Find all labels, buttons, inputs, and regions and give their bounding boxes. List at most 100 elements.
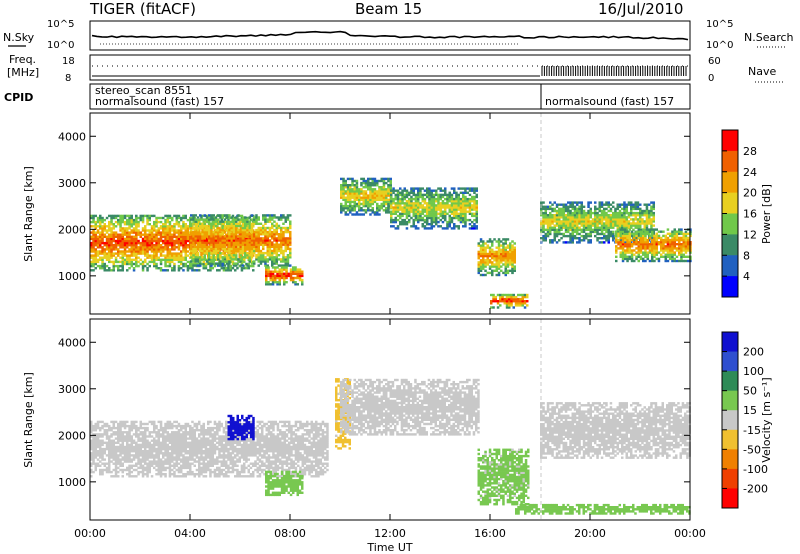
power-cell (669, 253, 672, 256)
power-cell (210, 230, 213, 234)
power-cell (482, 240, 485, 243)
power-cell (186, 233, 190, 236)
power-cell (553, 209, 556, 213)
power-cell (390, 193, 393, 197)
power-cell (221, 228, 224, 232)
power-cell (301, 272, 304, 275)
power-cell (636, 205, 640, 208)
power-cell (621, 232, 624, 236)
power-cell (567, 226, 570, 229)
power-cell (277, 245, 281, 248)
power-cell (190, 224, 193, 228)
power-cell (621, 216, 624, 219)
power-cell (141, 248, 145, 251)
power-cell (112, 246, 115, 249)
power-cell (642, 257, 645, 261)
power-cell (362, 179, 365, 183)
power-cell (239, 249, 242, 253)
power-cell (264, 216, 267, 219)
power-cell (680, 230, 683, 233)
power-cell (292, 268, 295, 271)
power-cell (471, 197, 474, 201)
power-cell (223, 247, 227, 251)
power-cell (162, 225, 165, 228)
power-cell (380, 179, 383, 183)
power-cell (132, 262, 136, 266)
power-cell (644, 245, 647, 248)
power-cell (621, 257, 625, 261)
power-cell (642, 236, 645, 240)
power-cell (135, 239, 138, 243)
power-cell (678, 245, 681, 248)
colorbar-swatch (722, 130, 738, 152)
power-cell (153, 244, 156, 247)
vel-cell (94, 466, 97, 470)
power-cell (289, 249, 292, 253)
colorbar-swatch (722, 255, 738, 277)
power-cell (399, 212, 402, 215)
power-cell (223, 214, 227, 217)
power-cell (153, 227, 156, 230)
power-cell (396, 193, 400, 197)
power-cell (459, 208, 463, 211)
power-cell (123, 229, 127, 232)
power-cell (289, 233, 292, 236)
power-cell (177, 241, 181, 245)
power-cell (144, 241, 147, 245)
power-cell (159, 248, 163, 251)
power-cell (444, 193, 447, 197)
power-cell (208, 249, 211, 253)
power-cell (619, 232, 622, 235)
power-cell (112, 262, 115, 266)
power-cell (546, 234, 550, 238)
power-cell (192, 214, 195, 217)
power-cell (501, 293, 504, 297)
power-cell (90, 250, 93, 253)
power-cell (265, 272, 268, 275)
power-cell (223, 249, 227, 253)
power-cell (226, 216, 229, 219)
power-cell (210, 226, 213, 230)
power-cell (435, 200, 438, 203)
power-cell (340, 211, 343, 214)
power-cell (141, 237, 145, 241)
power-cell (175, 252, 178, 255)
power-cell (196, 235, 200, 238)
power-cell (101, 267, 104, 270)
power-cell (571, 211, 574, 215)
power-cell (503, 293, 506, 297)
power-cell (244, 230, 247, 234)
power-cell (605, 216, 608, 219)
power-cell (491, 271, 494, 275)
power-cell (499, 304, 502, 307)
power-cell (166, 244, 169, 247)
power-cell (473, 191, 476, 194)
power-cell (164, 262, 167, 266)
power-cell (137, 241, 140, 245)
power-cell (280, 276, 284, 280)
power-cell (358, 194, 361, 197)
power-cell (564, 214, 568, 217)
power-cell (180, 225, 183, 228)
power-cell (112, 269, 115, 272)
power-cell (634, 226, 637, 229)
power-cell (473, 223, 476, 226)
power-cell (221, 239, 224, 242)
power-cell (262, 230, 265, 234)
power-cell (273, 216, 276, 219)
power-cell (271, 256, 274, 259)
power-cell (199, 256, 202, 259)
power-cell (214, 235, 218, 238)
power-cell (585, 232, 588, 236)
power-cell (646, 251, 649, 254)
power-cell (92, 229, 95, 232)
power-cell (419, 202, 422, 205)
power-cell (394, 197, 397, 201)
power-cell (289, 222, 292, 225)
power-cell (223, 239, 227, 242)
power-cell (280, 260, 283, 263)
power-cell (286, 254, 290, 257)
power-cell (630, 230, 634, 233)
power-cell (673, 253, 676, 256)
power-cell (450, 195, 454, 199)
